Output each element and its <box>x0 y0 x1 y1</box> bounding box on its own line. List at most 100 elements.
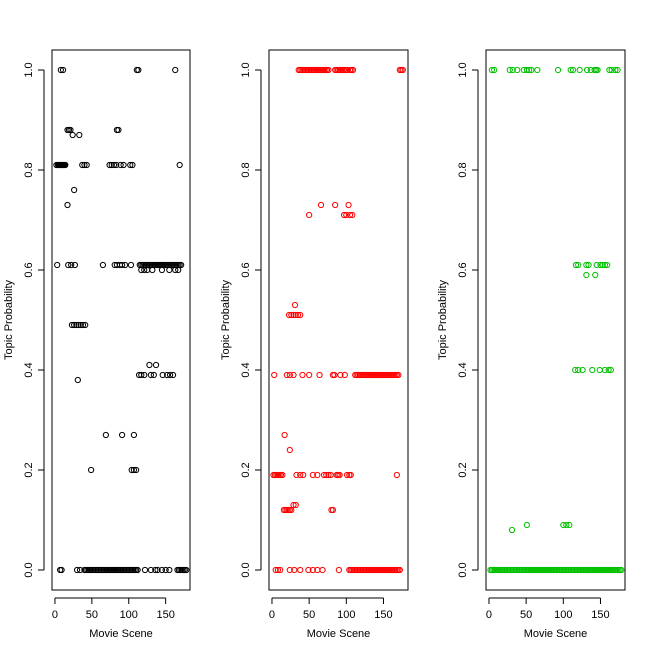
data-point <box>129 161 136 169</box>
data-point <box>593 261 600 269</box>
data-point <box>169 371 177 379</box>
data-points <box>53 66 190 574</box>
data-point <box>57 66 64 74</box>
x-tick-label: 100 <box>554 609 572 621</box>
data-point <box>106 161 113 169</box>
x-axis-label: Movie Scene <box>524 628 588 640</box>
data-point <box>509 66 516 74</box>
data-point <box>506 66 513 74</box>
data-point <box>138 266 145 274</box>
data-point <box>316 371 323 379</box>
data-point <box>585 261 592 269</box>
data-point <box>288 311 295 319</box>
data-point <box>575 261 582 269</box>
data-point <box>65 261 72 269</box>
data-point <box>152 361 160 369</box>
data-point <box>488 66 496 74</box>
y-tick-label: 0.0 <box>457 562 469 577</box>
data-point <box>146 361 153 369</box>
data-point <box>491 66 498 74</box>
data-point <box>528 66 535 74</box>
data-point <box>172 66 179 74</box>
data-point <box>305 566 312 574</box>
data-point <box>88 466 95 474</box>
y-tick-label: 0.8 <box>23 162 35 177</box>
data-point <box>110 161 118 169</box>
data-point <box>325 471 332 479</box>
data-point <box>508 526 516 534</box>
data-point <box>141 266 148 274</box>
data-point <box>309 566 316 574</box>
data-point <box>618 566 625 574</box>
data-point <box>83 161 90 169</box>
data-point <box>534 66 541 74</box>
data-point <box>138 371 145 379</box>
data-point <box>285 311 293 319</box>
y-axis: 0.0 0.2 0.4 0.6 0.8 1.0 Topic Probability <box>220 62 262 578</box>
data-point <box>292 311 299 319</box>
data-point <box>343 471 351 479</box>
data-point <box>563 521 570 529</box>
data-point <box>183 566 190 574</box>
y-tick-label: 1.0 <box>240 62 252 77</box>
data-point <box>576 66 583 74</box>
data-point <box>67 126 74 134</box>
data-point <box>166 371 174 379</box>
data-point <box>286 371 293 379</box>
data-points <box>270 66 406 574</box>
data-point <box>306 371 313 379</box>
data-point <box>77 321 84 329</box>
data-point <box>73 566 81 574</box>
y-tick-label: 1.0 <box>457 62 469 77</box>
data-point <box>176 161 183 169</box>
data-point <box>272 566 279 574</box>
y-axis-label: Topic Probability <box>3 279 15 360</box>
data-point <box>346 211 354 219</box>
data-point <box>73 321 80 329</box>
data-point <box>319 566 326 574</box>
data-point <box>290 371 297 379</box>
data-point <box>127 161 134 169</box>
data-point <box>283 371 290 379</box>
data-point <box>81 161 88 169</box>
data-point <box>59 66 67 74</box>
data-point <box>395 371 402 379</box>
plot-frame <box>268 49 409 591</box>
data-point <box>127 261 135 269</box>
data-point <box>601 261 609 269</box>
data-point <box>99 261 107 269</box>
data-point <box>514 66 521 74</box>
data-point <box>141 371 148 379</box>
data-point <box>147 566 154 574</box>
data-point <box>605 366 612 374</box>
data-point <box>299 371 306 379</box>
data-point <box>327 471 334 479</box>
data-point <box>572 366 579 374</box>
data-point <box>601 366 609 374</box>
x-axis-label: Movie Scene <box>307 628 371 640</box>
data-point <box>119 261 126 269</box>
data-point <box>332 201 339 209</box>
data-points <box>487 66 625 574</box>
data-point <box>297 566 304 574</box>
data-point <box>102 431 109 439</box>
data-point <box>614 66 621 74</box>
data-point <box>396 566 403 574</box>
data-point <box>399 66 406 74</box>
data-point <box>79 321 87 329</box>
data-point <box>608 66 615 74</box>
data-point <box>583 66 591 74</box>
data-point <box>340 211 348 219</box>
data-point <box>579 366 586 374</box>
x-tick-label: 100 <box>337 609 355 621</box>
data-point <box>599 261 606 269</box>
data-point <box>271 371 278 379</box>
data-point <box>74 376 81 384</box>
y-tick-label: 0.8 <box>457 162 469 177</box>
data-point <box>119 431 126 439</box>
x-tick-label: 0 <box>52 609 58 621</box>
data-point <box>120 161 127 169</box>
data-point <box>62 161 69 169</box>
